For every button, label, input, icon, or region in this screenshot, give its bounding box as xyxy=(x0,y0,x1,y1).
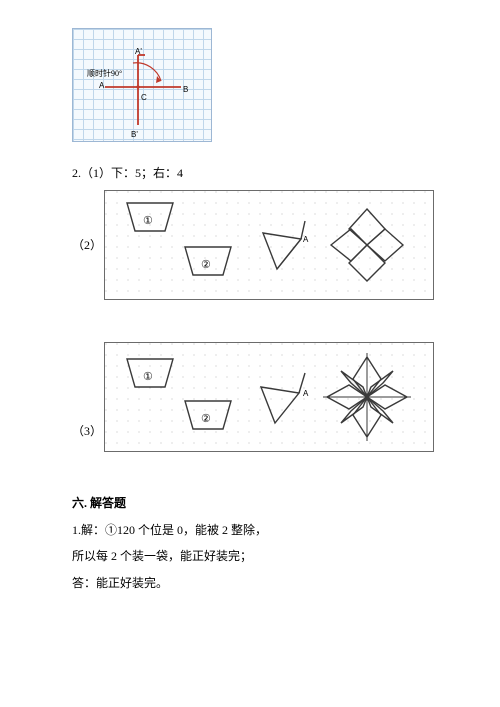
part-3-row: （3） xyxy=(72,338,440,470)
label-A2: A xyxy=(303,231,308,249)
s6-line-2: 所以每 2 个装一袋，能正好装完； xyxy=(72,543,440,569)
circle-2a: ② xyxy=(201,253,211,277)
label-A3: A xyxy=(303,385,308,403)
page: A' A C B B' 顺时针90° 2.（1）下：5；右：4 （2） xyxy=(0,0,500,707)
part-3-label: （3） xyxy=(72,338,104,444)
label-B-prime: B' xyxy=(131,126,138,144)
part-2-row: （2） xyxy=(72,186,440,318)
circle-1b: ① xyxy=(143,365,153,389)
spacer-2 xyxy=(72,470,440,490)
figure-grid-2: ① ② A xyxy=(104,190,434,300)
label-rotation-text: 顺时针90° xyxy=(87,65,122,83)
s6-line-3: 答：能正好装完。 xyxy=(72,570,440,596)
grid2-svg xyxy=(105,191,435,301)
answer-2-1: 2.（1）下：5；右：4 xyxy=(72,160,440,186)
circle-1a: ① xyxy=(143,209,153,233)
part-2-label: （2） xyxy=(72,186,104,258)
section-6-title: 六. 解答题 xyxy=(72,490,440,516)
label-C: C xyxy=(141,89,147,107)
spacer-1 xyxy=(72,318,440,338)
label-A-prime: A' xyxy=(135,43,142,61)
grid3-svg xyxy=(105,343,435,453)
s6-line-1: 1.解：①120 个位是 0，能被 2 整除， xyxy=(72,517,440,543)
rotation-svg xyxy=(73,29,213,143)
figure-rotation-grid: A' A C B B' 顺时针90° xyxy=(72,28,212,142)
circle-2b: ② xyxy=(201,407,211,431)
figure-grid-3: ① ② A xyxy=(104,342,434,452)
label-B: B xyxy=(183,81,188,99)
